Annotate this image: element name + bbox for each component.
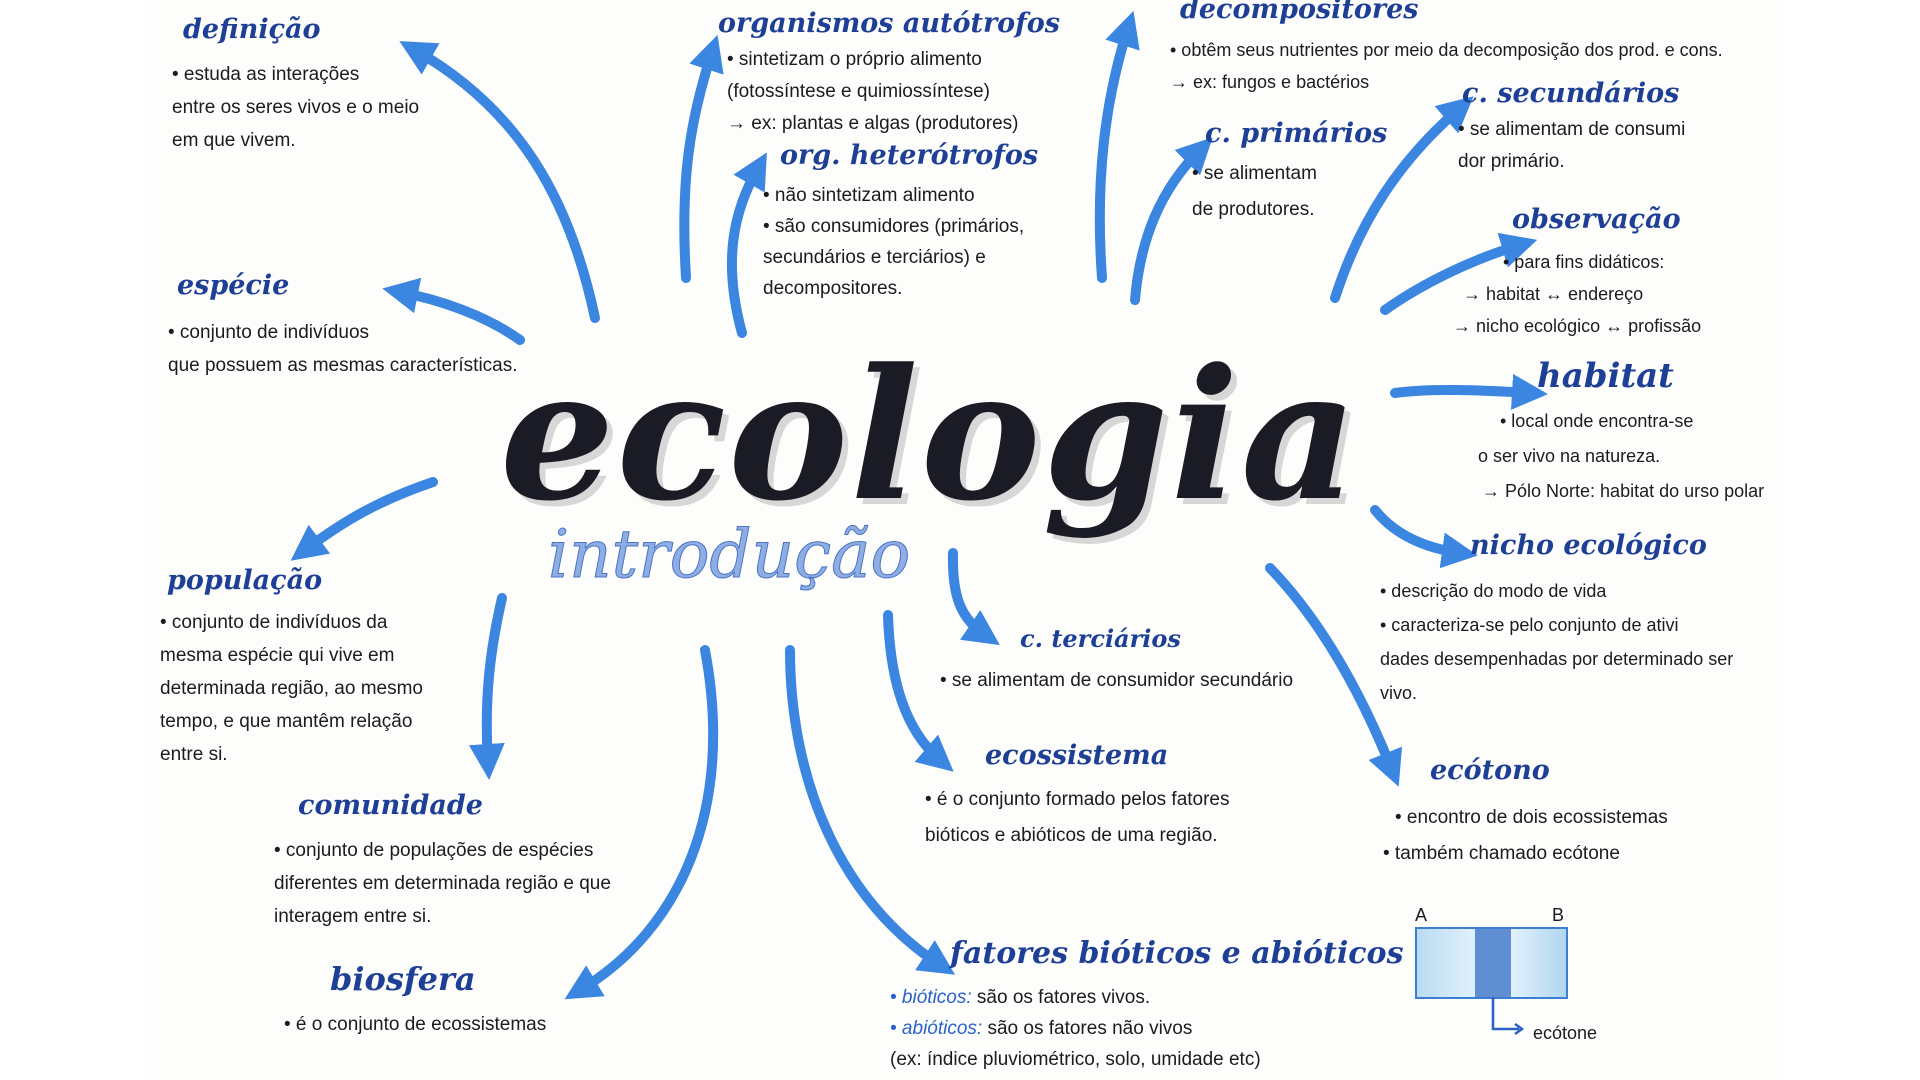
heading-ecossistema: ecossistema — [985, 740, 1169, 771]
arrow-ecossistema — [883, 610, 954, 772]
ecotone-block — [1475, 927, 1511, 999]
ecotone-pointer — [1491, 997, 1525, 1036]
ecosystem-b-block — [1511, 927, 1568, 999]
heading-fatores: fatores bióticos e abióticos — [950, 936, 1404, 971]
text-terciarios: • se alimentam de consumidor secundário — [940, 670, 1294, 691]
diagram-label-b: B — [1552, 905, 1565, 925]
arrow-terciarios — [947, 548, 1000, 646]
heading-heterotrofos: org. heterótrofos — [780, 140, 1039, 171]
heading-habitat: habitat — [1537, 356, 1674, 396]
text-decompositores: • obtêm seus nutrientes por meio da deco… — [1170, 40, 1723, 92]
heading-autotrofos: organismos autótrofos — [718, 8, 1061, 39]
arrow-fatores — [785, 645, 956, 975]
arrow-decompositores — [1094, 10, 1140, 283]
heading-primarios: c. primários — [1205, 118, 1388, 149]
ecotone-diagram: A B ecótone — [1415, 905, 1597, 1055]
heading-populacao: população — [167, 565, 323, 596]
heading-definicao: definição — [183, 14, 321, 45]
arrow-autotrofos — [679, 34, 724, 283]
text-biosfera: • é o conjunto de ecossistemas — [284, 1014, 547, 1035]
heading-secundarios: c. secundários — [1462, 78, 1680, 109]
text-heterotrofos: • não sintetizam alimento • são consumido… — [763, 185, 1025, 299]
arrow-ecotono — [1265, 563, 1403, 787]
heading-biosfera: biosfera — [330, 960, 476, 998]
text-ecotono: • encontro de dois ecossistemas • também … — [1383, 807, 1668, 864]
heading-nicho: nicho ecológico — [1470, 530, 1707, 561]
arrow-secundarios — [1330, 96, 1474, 303]
heading-terciarios: c. terciários — [1020, 624, 1181, 653]
heading-comunidade: comunidade — [298, 790, 483, 821]
text-comunidade: • conjunto de populações de espécies dife… — [274, 840, 611, 927]
paper-background — [150, 0, 1782, 1080]
text-secundarios: • se alimentam de consumi dor primário. — [1458, 119, 1686, 172]
arrow-observacao — [1380, 232, 1538, 315]
text-habitat: • local onde encontra-se o ser vivo na na… — [1478, 411, 1765, 501]
text-populacao: • conjunto de indivíduos da mesma espécie… — [160, 612, 423, 765]
text-ecossistema: • é o conjunto formado pelos fatores biót… — [925, 789, 1230, 846]
heading-observacao: observação — [1512, 204, 1681, 235]
text-autotrofos: • sintetizam o próprio alimento (fotossín… — [727, 49, 1019, 134]
text-primarios: • se alimentam de produtores. — [1192, 163, 1317, 220]
diagram-label-a: A — [1415, 905, 1428, 925]
ecosystem-a-block — [1415, 927, 1477, 999]
text-nicho: • descrição do modo de vida • caracteriza… — [1380, 581, 1734, 703]
arrow-comunidade — [468, 593, 507, 780]
arrow-heterotrofos — [726, 152, 767, 338]
arrow-definicao — [399, 41, 600, 323]
text-fatores: • bióticos: são os fatores vivos. • abió… — [890, 987, 1261, 1070]
arrow-especie — [382, 277, 525, 345]
page-title: ecologia — [500, 330, 1360, 541]
text-observacao: • para fins didáticos: → habitat ↔ endere… — [1453, 252, 1702, 336]
arrow-habitat — [1390, 373, 1548, 410]
text-definicao: • estuda as interações entre os seres viv… — [172, 64, 420, 151]
arrow-nicho — [1370, 505, 1478, 569]
diagram-caption: ecótone — [1533, 1023, 1598, 1043]
arrow-populacao — [290, 477, 438, 561]
arrow-biosfera — [564, 645, 719, 1000]
heading-ecotono: ecótono — [1430, 755, 1550, 786]
heading-decompositores: decompositores — [1180, 0, 1419, 25]
page-subtitle: introdução — [547, 516, 911, 594]
heading-especie: espécie — [177, 270, 290, 301]
arrow-primarios — [1130, 137, 1213, 305]
text-especie: • conjunto de indivíduos que possuem as m… — [168, 322, 518, 376]
